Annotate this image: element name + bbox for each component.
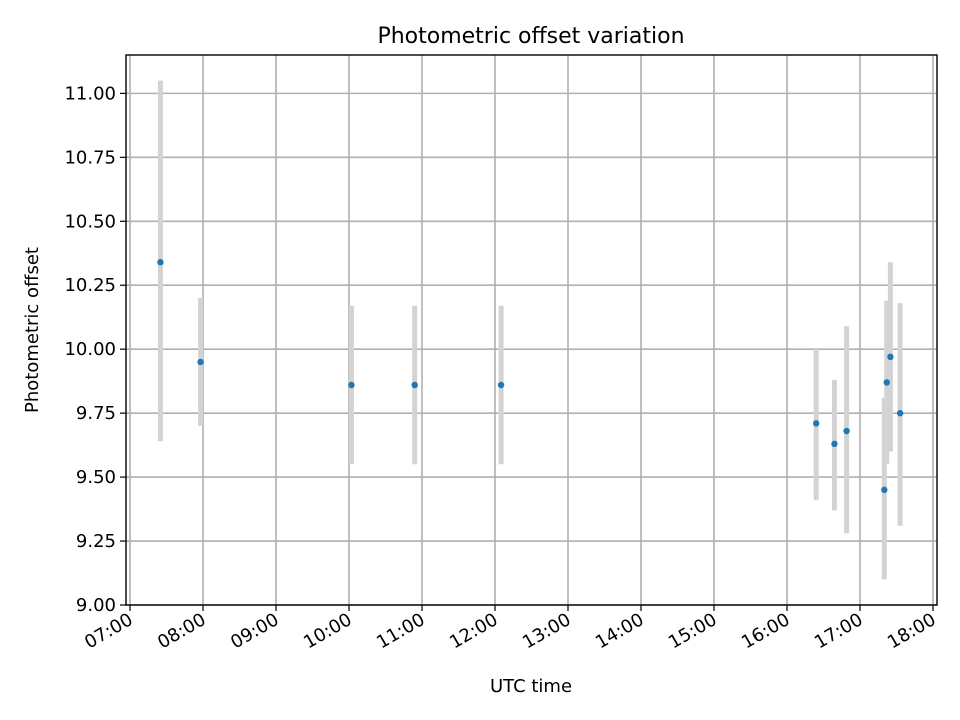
x-tick-label: 17:00 [811,609,866,653]
grid-layer [126,55,937,606]
errorbar-layer [157,80,903,580]
data-point [197,358,204,366]
x-tick-label: 11:00 [373,609,428,653]
data-point [883,379,890,386]
data-point [411,381,418,389]
data-point [896,409,904,417]
x-tick-label: 08:00 [154,609,209,653]
x-tick-label: 15:00 [665,609,720,653]
x-tick-label: 09:00 [227,609,282,653]
y-axis-label: Photometric offset [22,247,43,413]
data-point [348,381,355,389]
y-tick-label: 10.50 [64,211,116,232]
data-point [887,353,894,361]
chart-title: Photometric offset variation [377,24,684,49]
y-tick-label: 9.50 [76,467,116,488]
x-tick-label: 16:00 [738,609,793,653]
y-tick-label: 10.00 [64,339,116,360]
y-axis-ticks: 9.00 9.25 9.50 9.75 10.00 10.25 10.50 10.75 11.0… [64,83,126,616]
x-axis-ticks: 07:00 08:00 09:00 10:00 11:00 12:00 13:00 14:00… [81,605,939,653]
x-tick-label: 13:00 [519,609,574,653]
x-tick-label: 12:00 [446,609,501,653]
y-tick-label: 10.25 [64,275,116,296]
x-tick-label: 14:00 [592,609,647,653]
y-tick-label: 10.75 [64,147,116,168]
x-tick-label: 18:00 [884,609,939,653]
y-tick-label: 9.00 [76,595,116,616]
x-tick-label: 10:00 [300,609,355,653]
data-point [812,420,820,427]
plot-frame [125,54,938,606]
x-axis-label: UTC time [490,676,572,697]
point-layer [157,259,904,494]
y-tick-label: 11.00 [64,83,116,104]
y-tick-label: 9.25 [76,531,116,552]
data-point [831,440,838,448]
data-point [843,427,850,435]
data-point [881,486,888,494]
y-tick-label: 9.75 [76,403,116,424]
data-point [157,259,164,266]
data-point [497,381,505,389]
